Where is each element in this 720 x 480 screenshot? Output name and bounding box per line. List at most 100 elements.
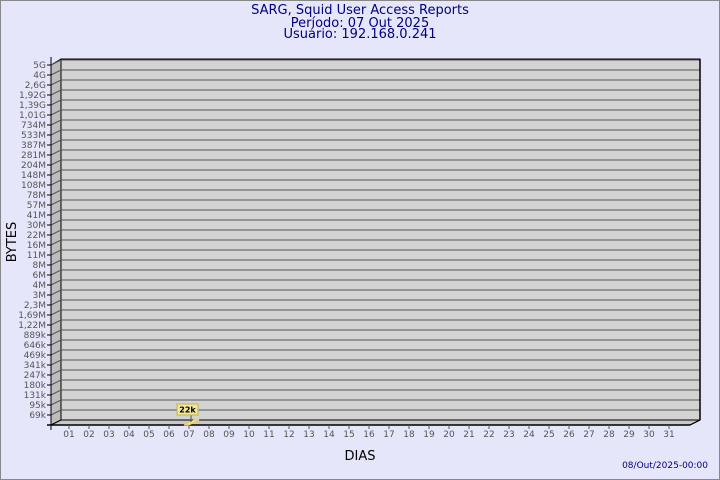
y-tick-label: 57M (27, 201, 46, 211)
y-tick-label: 533M (21, 131, 46, 141)
y-tick-label: 4M (33, 281, 47, 291)
x-tick-label: 29 (623, 430, 635, 440)
grid-line-side (50, 189, 62, 196)
grid-line-side (50, 409, 62, 416)
y-tick-label: 5G (33, 61, 46, 71)
grid-line-side (50, 309, 62, 316)
grid-line-side (50, 79, 62, 86)
grid-line-side (50, 329, 62, 336)
y-tick-label: 69k (29, 411, 46, 421)
grid-line-side (50, 69, 62, 76)
y-tick-label: 131k (24, 391, 47, 401)
x-tick-label: 21 (463, 430, 474, 440)
y-tick-label: 2,6G (25, 81, 46, 91)
grid-line-side (50, 399, 62, 406)
x-tick-label: 13 (303, 430, 314, 440)
x-tick-label: 08 (203, 430, 215, 440)
y-tick-label: 22M (27, 231, 46, 241)
grid-line-side (50, 149, 62, 156)
y-tick-label: 148M (21, 171, 46, 181)
y-tick-label: 3M (33, 291, 47, 301)
grid-line-side (50, 129, 62, 136)
x-axis-end (689, 419, 701, 426)
grid-line-side (50, 139, 62, 146)
x-tick-label: 04 (123, 430, 135, 440)
y-tick-label: 30M (27, 221, 46, 231)
y-tick-label: 1,22M (18, 321, 46, 331)
grid-line-side (50, 359, 62, 366)
grid-line-side (50, 279, 62, 286)
grid-line-side (50, 219, 62, 226)
chart-title: SARG, Squid User Access Reports (251, 3, 469, 18)
x-tick-label: 06 (163, 430, 175, 440)
grid-line-side (50, 199, 62, 206)
grid-line-side (50, 99, 62, 106)
y-tick-label: 1,92G (19, 91, 46, 101)
y-tick-label: 108M (21, 181, 46, 191)
x-tick-label: 11 (263, 430, 274, 440)
grid-line-side (50, 229, 62, 236)
chart-period: Período: 07 Out 2025 (290, 16, 430, 31)
grid-line-side (50, 179, 62, 186)
y-tick-label: 16M (27, 241, 46, 251)
grid-line-side (50, 299, 62, 306)
y-tick-label: 6M (33, 271, 47, 281)
grid-line-side (50, 109, 62, 116)
grid-line-side (50, 269, 62, 276)
data-label: 22k (179, 406, 196, 415)
grid-line-side (50, 209, 62, 216)
x-tick-label: 03 (103, 430, 114, 440)
y-axis-label: BYTES (5, 222, 20, 263)
x-tick-label: 27 (583, 430, 594, 440)
grid-line-side (50, 119, 62, 126)
x-tick-label: 24 (523, 430, 535, 440)
y-tick-label: 734M (21, 121, 46, 131)
x-tick-label: 30 (643, 430, 655, 440)
x-tick-label: 05 (143, 430, 154, 440)
chart-user: Usuário: 192.168.0.241 (283, 27, 437, 42)
x-tick-label: 14 (323, 430, 335, 440)
y-tick-label: 78M (27, 191, 46, 201)
x-tick-label: 20 (443, 430, 455, 440)
y-tick-label: 1,01G (19, 111, 46, 121)
data-label-box (176, 403, 199, 416)
x-tick-label: 12 (283, 430, 294, 440)
grid-line-side (50, 379, 62, 386)
y-tick-label: 387M (21, 141, 46, 151)
grid-line-side (50, 349, 62, 356)
grid-line-side (50, 389, 62, 396)
x-tick-label: 01 (63, 430, 74, 440)
grid-line-side (50, 169, 62, 176)
grid-line-side (50, 159, 62, 166)
y-tick-label: 646k (24, 341, 47, 351)
grid-line-side (50, 249, 62, 256)
x-tick-label: 25 (543, 430, 554, 440)
y-tick-label: 469k (24, 351, 47, 361)
x-tick-label: 16 (363, 430, 375, 440)
y-tick-label: 8M (33, 261, 47, 271)
y-tick-label: 180k (24, 381, 47, 391)
x-tick-label: 26 (563, 430, 575, 440)
grid-line-side (50, 289, 62, 296)
y-tick-label: 341k (24, 361, 47, 371)
y-tick-label: 889k (24, 331, 47, 341)
y-tick-label: 2,3M (24, 301, 46, 311)
y-tick-label: 247k (24, 371, 47, 381)
y-tick-label: 1,69M (18, 311, 46, 321)
x-tick-label: 18 (403, 430, 415, 440)
grid-line-side (50, 259, 62, 266)
grid-line-side (50, 89, 62, 96)
x-tick-label: 07 (183, 430, 194, 440)
x-axis-label: DIAS (345, 449, 376, 464)
x-tick-label: 17 (383, 430, 394, 440)
grid-line-side (50, 59, 62, 66)
grid-line-side (50, 369, 62, 376)
x-tick-label: 31 (663, 430, 674, 440)
grid-line-side (50, 339, 62, 346)
y-tick-label: 4G (33, 71, 46, 81)
y-tick-label: 11M (27, 251, 46, 261)
x-tick-label: 19 (423, 430, 435, 440)
grid-line-side (50, 319, 62, 326)
y-tick-label: 204M (21, 161, 46, 171)
